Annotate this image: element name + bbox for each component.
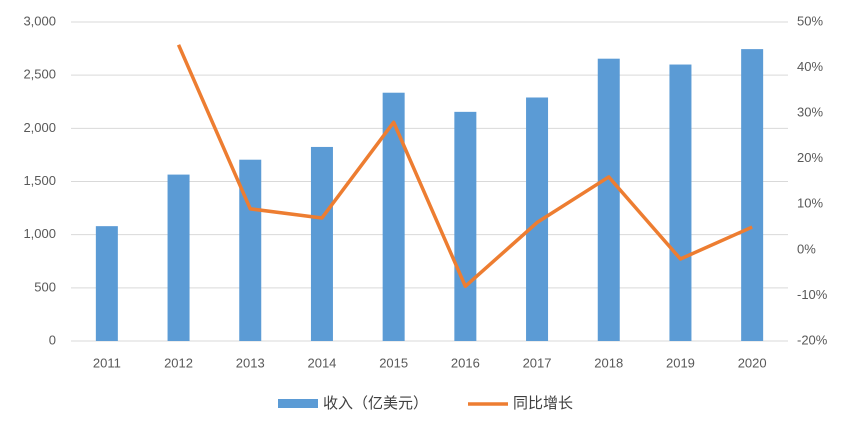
x-tick-label: 2016	[451, 355, 480, 370]
x-tick-label: 2013	[236, 355, 265, 370]
y-tick-label: 1,000	[23, 226, 56, 241]
x-tick-label: 2015	[379, 355, 408, 370]
bar	[95, 226, 118, 341]
y2-tick-label: -10%	[797, 287, 828, 302]
bar	[597, 58, 620, 342]
y-tick-label: 2,000	[23, 120, 56, 135]
bar	[239, 159, 262, 341]
bar	[526, 97, 549, 341]
bar	[310, 146, 333, 341]
y2-tick-label: -20%	[797, 332, 828, 347]
x-tick-label: 2017	[523, 355, 552, 370]
x-tick-label: 2020	[738, 355, 767, 370]
bar	[167, 174, 190, 341]
x-tick-label: 2018	[594, 355, 623, 370]
y-tick-label: 1,500	[23, 173, 56, 188]
y-tick-label: 500	[34, 279, 56, 294]
y2-tick-label: 30%	[797, 105, 823, 120]
y2-tick-label: 10%	[797, 196, 823, 211]
y2-tick-label: 40%	[797, 59, 823, 74]
y-tick-label: 3,000	[23, 13, 56, 28]
y2-tick-label: 0%	[797, 241, 816, 256]
y-tick-label: 0	[49, 332, 56, 347]
bar	[454, 111, 477, 341]
x-tick-label: 2011	[93, 355, 121, 370]
y2-tick-label: 20%	[797, 150, 823, 165]
legend-label: 收入（亿美元）	[323, 395, 428, 412]
bar	[382, 92, 405, 341]
x-tick-label: 2012	[164, 355, 193, 370]
x-tick-label: 2014	[307, 355, 336, 370]
legend-swatch	[278, 399, 318, 408]
y-tick-label: 2,500	[23, 67, 56, 82]
bar	[669, 64, 692, 342]
legend-label: 同比增长	[513, 395, 573, 412]
y2-tick-label: 50%	[797, 13, 823, 28]
bar	[741, 49, 764, 342]
x-tick-label: 2019	[666, 355, 695, 370]
line	[176, 44, 753, 289]
